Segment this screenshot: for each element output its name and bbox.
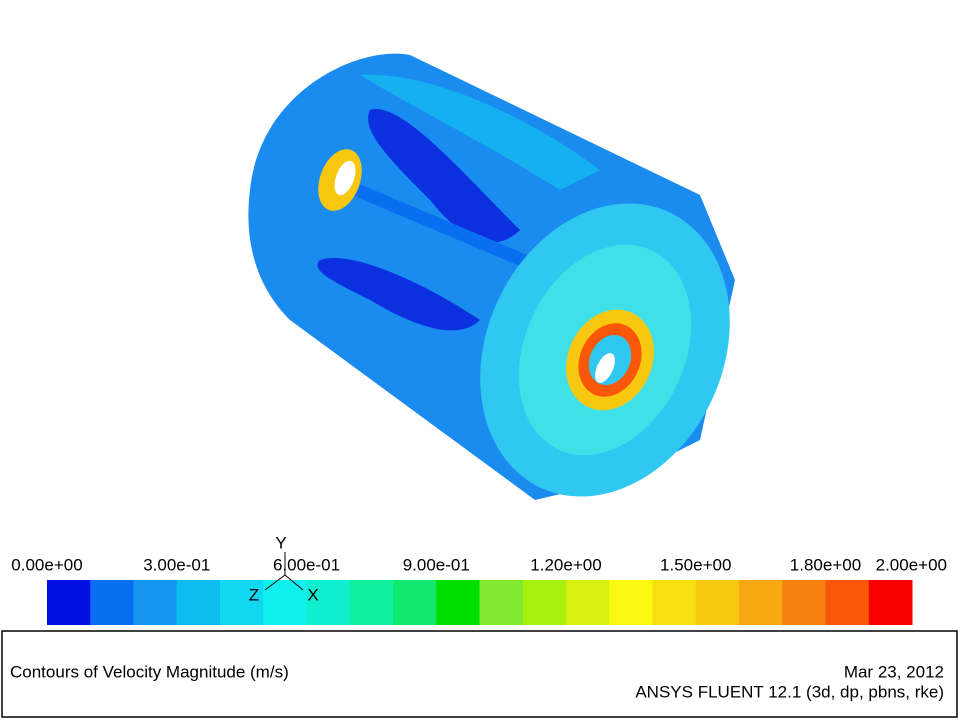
colorbar: 0.00e+00 3.00e-01 6.00e-01 9.00e-01 1.20e+00… [11, 555, 947, 625]
color-band [695, 580, 740, 625]
color-band [522, 580, 567, 625]
shell-highlight [360, 74, 600, 190]
caption-date: Mar 23, 2012 [844, 662, 944, 681]
color-band [479, 580, 524, 625]
color-band [739, 580, 783, 625]
color-band [176, 580, 221, 625]
tick-label: 1.50e+00 [660, 555, 731, 574]
tick-label: 1.20e+00 [530, 555, 601, 574]
tick-label: 0.00e+00 [11, 555, 82, 574]
triad-label: Z [249, 585, 259, 604]
color-band [609, 580, 653, 625]
tick-label: 2.00e+00 [876, 555, 947, 574]
triad-label: Y [275, 533, 286, 552]
color-band [90, 580, 134, 625]
color-band [349, 580, 394, 625]
tick-label: 3.00e-01 [143, 555, 210, 574]
color-band [566, 580, 610, 625]
color-band [393, 580, 437, 625]
low-velocity-zone [317, 258, 480, 331]
color-band [220, 580, 264, 625]
cylinder-model [248, 53, 735, 500]
inlet-core [334, 160, 356, 196]
tick-label: 9.00e-01 [403, 555, 470, 574]
tick-label: 6.00e-01 [273, 555, 340, 574]
color-band [782, 580, 826, 625]
caption-software: ANSYS FLUENT 12.1 (3d, dp, pbns, rke) [635, 682, 944, 701]
color-band [868, 580, 913, 625]
outlet-peak [595, 353, 615, 383]
color-band [436, 580, 480, 625]
color-band [652, 580, 697, 625]
triad-axis [264, 574, 286, 591]
color-band [306, 580, 351, 625]
axis-triad: Y Z X [249, 533, 319, 604]
color-band [47, 580, 91, 625]
color-band [825, 580, 870, 625]
low-velocity-zone [368, 109, 520, 243]
tick-label: 1.80e+00 [790, 555, 861, 574]
color-band [133, 580, 178, 625]
triad-axis [284, 574, 304, 591]
caption-title: Contours of Velocity Magnitude (m/s) [10, 662, 289, 681]
caption-box [1, 630, 958, 718]
triad-label: X [307, 585, 318, 604]
